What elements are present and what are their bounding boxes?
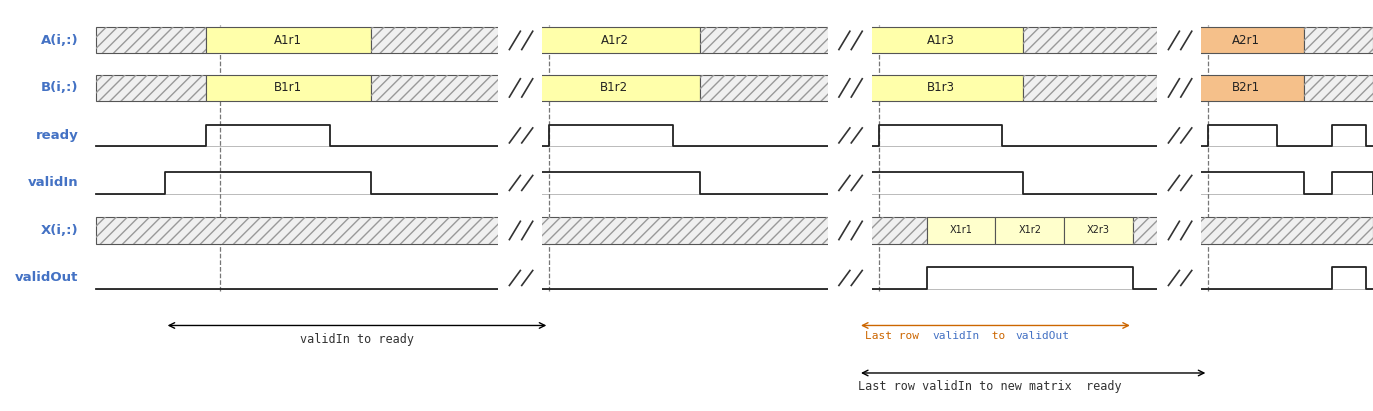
Bar — [206, 27, 371, 53]
Bar — [498, 25, 542, 56]
Text: A(i,:): A(i,:) — [41, 34, 78, 47]
Bar — [96, 75, 206, 101]
Text: B1r2: B1r2 — [600, 81, 629, 95]
Bar — [1304, 27, 1373, 53]
Bar — [1304, 75, 1373, 101]
Bar — [529, 75, 700, 101]
Bar — [498, 170, 542, 196]
Bar — [96, 75, 206, 101]
Text: validIn: validIn — [932, 331, 980, 341]
Bar — [1023, 75, 1167, 101]
Bar — [529, 27, 700, 53]
Bar — [700, 75, 838, 101]
Bar — [858, 27, 1023, 53]
Bar — [828, 122, 872, 148]
Text: Last row: Last row — [865, 331, 925, 341]
Bar — [96, 217, 927, 243]
Text: A1r2: A1r2 — [600, 34, 629, 47]
Bar — [498, 265, 542, 291]
Bar — [1023, 75, 1167, 101]
Bar — [1157, 72, 1201, 103]
Bar — [1188, 27, 1304, 53]
Text: B1r3: B1r3 — [927, 81, 954, 95]
Bar — [1064, 217, 1133, 243]
Bar — [96, 27, 206, 53]
Bar — [828, 170, 872, 196]
Bar — [1157, 215, 1201, 246]
Text: A1r1: A1r1 — [275, 34, 302, 47]
Text: X1r2: X1r2 — [1019, 226, 1041, 236]
Bar — [498, 122, 542, 148]
Text: A2r1: A2r1 — [1232, 34, 1260, 47]
Bar — [371, 27, 508, 53]
Text: B(i,:): B(i,:) — [41, 81, 78, 95]
Bar — [1157, 25, 1201, 56]
Bar — [858, 75, 1023, 101]
Bar — [1157, 122, 1201, 148]
Bar — [498, 215, 542, 246]
Bar — [828, 215, 872, 246]
Text: to: to — [984, 331, 1012, 341]
Bar — [1023, 27, 1167, 53]
Bar — [700, 27, 838, 53]
Bar — [828, 72, 872, 103]
Bar — [700, 75, 838, 101]
Text: X1r1: X1r1 — [950, 226, 972, 236]
Text: B2r1: B2r1 — [1232, 81, 1260, 95]
Bar — [995, 217, 1064, 243]
Bar — [700, 27, 838, 53]
Text: Last row validIn to new matrix  ready: Last row validIn to new matrix ready — [858, 380, 1122, 393]
Bar — [371, 75, 508, 101]
Bar — [96, 27, 206, 53]
Bar — [927, 217, 995, 243]
Bar — [1157, 170, 1201, 196]
Bar — [1023, 27, 1167, 53]
Bar — [1188, 75, 1304, 101]
Text: X2r3: X2r3 — [1087, 226, 1109, 236]
Bar — [1133, 217, 1373, 243]
Text: ready: ready — [36, 129, 78, 142]
Bar — [1133, 217, 1373, 243]
Bar — [206, 75, 371, 101]
Text: validIn: validIn — [27, 176, 78, 189]
Bar — [96, 217, 927, 243]
Bar — [828, 25, 872, 56]
Bar — [1304, 27, 1373, 53]
Bar — [371, 75, 508, 101]
Text: validOut: validOut — [1015, 331, 1070, 341]
Bar — [1157, 265, 1201, 291]
Bar — [498, 72, 542, 103]
Bar — [371, 27, 508, 53]
Text: A1r3: A1r3 — [927, 34, 954, 47]
Bar — [1304, 75, 1373, 101]
Text: validIn to ready: validIn to ready — [299, 332, 415, 346]
Text: B1r1: B1r1 — [275, 81, 302, 95]
Text: validOut: validOut — [15, 271, 78, 284]
Text: X(i,:): X(i,:) — [41, 224, 78, 237]
Bar — [828, 265, 872, 291]
